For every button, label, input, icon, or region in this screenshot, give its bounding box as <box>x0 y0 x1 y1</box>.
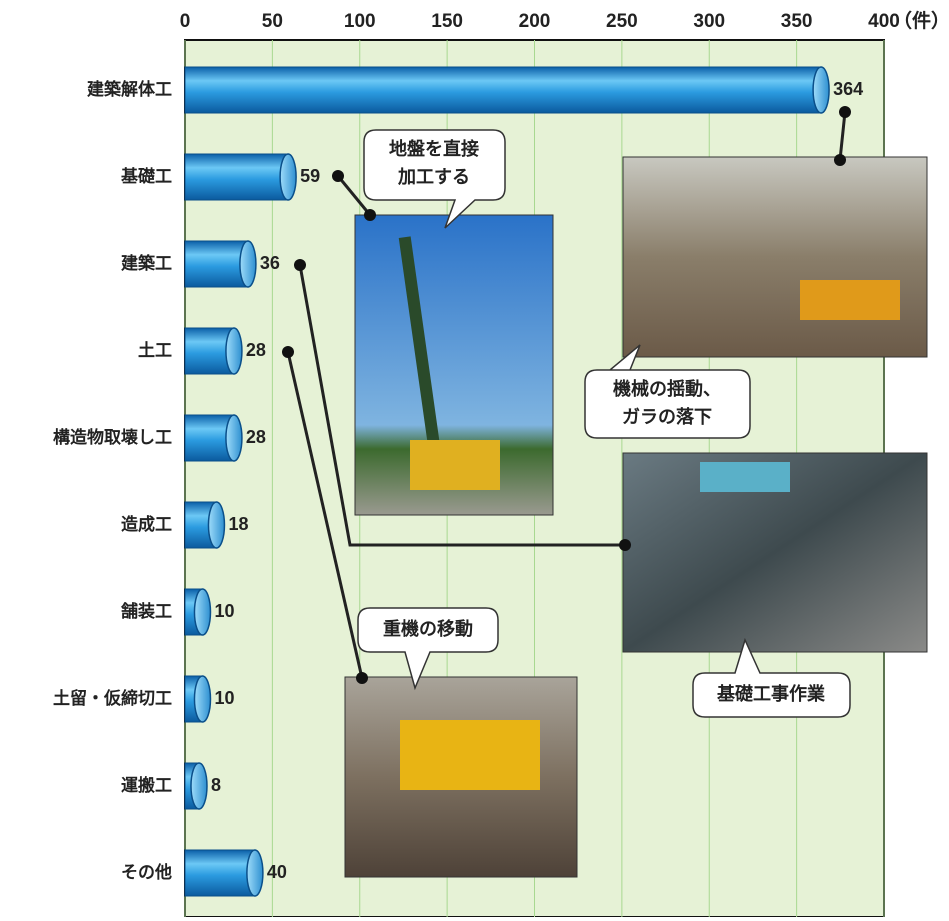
x-tick-label: 400 <box>868 11 900 32</box>
category-label: 運搬工 <box>121 775 172 796</box>
value-label: 8 <box>211 775 221 795</box>
bar-cap <box>239 240 257 288</box>
category-label: 基礎工 <box>120 166 172 187</box>
bar-cap <box>193 675 212 723</box>
bar-cap <box>193 588 212 636</box>
x-tick-label: 150 <box>431 11 463 32</box>
callout-text: 重機の移動 <box>383 618 473 640</box>
value-label: 10 <box>214 688 234 708</box>
bar <box>184 849 256 897</box>
category-label: 土留・仮締切工 <box>53 688 172 709</box>
category-label: 土工 <box>138 340 172 361</box>
bar-cap <box>207 501 226 549</box>
x-tick-label: 350 <box>781 11 813 32</box>
value-label: 36 <box>260 253 280 273</box>
callout-text: 基礎工事作業 <box>716 683 826 705</box>
bar-cap <box>279 153 297 201</box>
photo-demolition <box>622 156 928 358</box>
bar-cap <box>225 414 243 462</box>
category-label: 建築解体工 <box>87 79 172 100</box>
callout-text: 地盤を直接 <box>389 138 479 160</box>
bar-cap <box>246 849 264 897</box>
category-label: 建築工 <box>121 253 172 274</box>
callout-bubbles <box>357 129 851 718</box>
x-axis-unit: （件） <box>893 9 949 32</box>
value-label: 28 <box>246 340 266 360</box>
callout-text: 加工する <box>397 167 470 188</box>
value-label: 59 <box>300 166 320 186</box>
bar-cap <box>225 327 243 375</box>
callout-text: ガラの落下 <box>622 407 712 428</box>
category-label: 舗装工 <box>120 601 172 622</box>
category-label: 構造物取壊し工 <box>53 427 172 448</box>
x-tick-label: 200 <box>519 11 551 32</box>
value-label: 364 <box>833 79 863 99</box>
value-label: 10 <box>214 601 234 621</box>
photo-detail <box>398 236 443 466</box>
bar-cap <box>190 762 208 810</box>
photo-detail <box>410 440 500 490</box>
leader-dots <box>282 106 851 684</box>
x-tick-label: 100 <box>344 11 376 32</box>
category-label: その他 <box>121 862 172 883</box>
bar-cap <box>812 66 830 114</box>
bar <box>184 153 289 201</box>
photo-detail <box>800 280 900 320</box>
leaders <box>286 111 847 679</box>
bar <box>184 240 249 288</box>
photo-detail <box>700 462 790 492</box>
x-tick-label: 250 <box>606 11 638 32</box>
value-label: 28 <box>246 427 266 447</box>
value-label: 40 <box>267 862 287 882</box>
x-tick-label: 300 <box>693 11 725 32</box>
x-tick-label: 0 <box>180 11 191 32</box>
category-label: 造成工 <box>121 514 172 535</box>
x-tick-label: 50 <box>262 11 283 32</box>
value-label: 18 <box>228 514 248 534</box>
photo-detail <box>400 720 540 790</box>
bar <box>184 66 822 114</box>
callout-text: 機械の揺動、 <box>613 378 721 400</box>
